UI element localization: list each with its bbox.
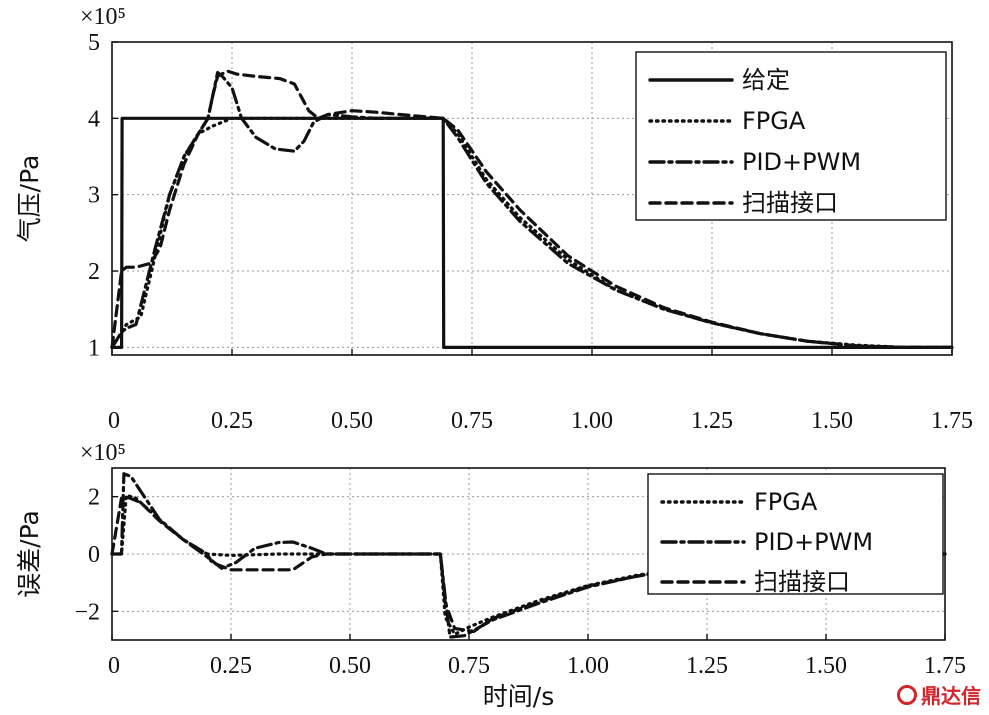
y-axis-title: 气压/Pa [15,155,44,243]
x-tick-label: 1.00 [571,408,613,434]
x-tick-label: 0.75 [451,408,493,434]
x-tick-label: 0 [108,408,120,434]
watermark: 鼎达信 [897,680,981,709]
legend-label: FPGA [754,488,818,516]
x-tick-label: 0.75 [448,653,490,679]
legend-label: 扫描接口 [742,189,838,217]
x-tick-label: 0.25 [210,653,252,679]
legend: 给定 FPGA PID+PWM 扫描接口 [635,51,947,221]
x-tick-label: 0.50 [329,653,371,679]
y-tick-label: 5 [88,30,100,56]
legend-label: PID+PWM [742,148,861,176]
x-tick-label: 1.75 [924,653,966,679]
legend-label: 扫描接口 [754,568,850,596]
x-tick-label: 1.75 [931,408,973,434]
x-tick-label: 0.25 [211,408,253,434]
y-multiplier-label: ×10⁵ [80,440,126,466]
x-tick-label: 1.00 [567,653,609,679]
x-tick-label: 0.50 [331,408,373,434]
chart-panel-1: 0 0.25 0.50 0.75 1.00 1.25 1.50 1.75 1 2 3 4 5×10⁵ 气压… [15,4,973,434]
legend-label: 给定 [742,66,790,94]
series-line-dashed [110,69,954,349]
plot-frame [111,41,953,356]
y-tick-label: −2 [74,599,100,625]
legend-label: FPGA [742,107,806,135]
x-tick-label: 1.50 [811,408,853,434]
legend: FPGA PID+PWM 扫描接口 [647,473,944,596]
watermark-text: 鼎达信 [921,684,981,708]
y-tick-label: 2 [88,485,100,511]
watermark-logo-icon [897,684,917,705]
x-tick-label: 1.25 [686,653,728,679]
y-tick-label: 3 [88,183,100,209]
y-multiplier-label: ×10⁵ [80,4,126,30]
y-tick-label: 4 [88,106,100,132]
x-tick-label: 0 [108,653,120,679]
x-axis-title: 时间/s [483,682,554,711]
y-tick-label: 2 [88,259,100,285]
x-tick-label: 1.50 [805,653,847,679]
legend-label: PID+PWM [754,528,873,556]
chart-panel-2: 0 0.25 0.50 0.75 1.00 1.25 1.50 1.75 2 0 −2 ×10⁵ 误差/… [15,440,966,711]
x-tick-label: 1.25 [691,408,733,434]
legend-box [647,473,944,595]
y-tick-label: 1 [88,335,100,361]
y-tick-label: 0 [88,542,100,568]
y-axis-title: 误差/Pa [15,510,44,598]
